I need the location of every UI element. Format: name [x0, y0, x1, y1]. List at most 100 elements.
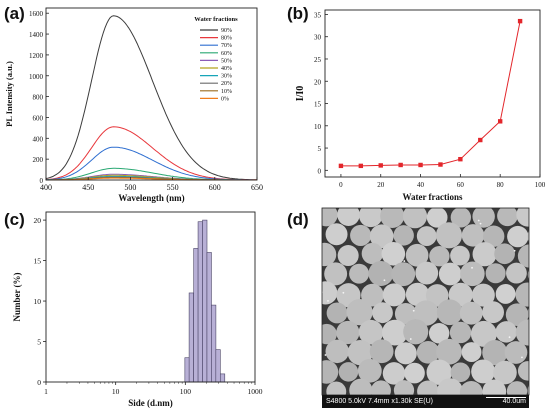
x-tick-label: 80 [497, 181, 505, 189]
size-distribution-chart: 1 10 100 1000 0 5 10 15 20 Side (d.nm) Number (%) [12, 211, 263, 408]
histogram-bar-8 [219, 373, 226, 383]
x-tick-label: 500 [124, 183, 136, 192]
sem-particle [322, 281, 338, 305]
sem-particle [358, 319, 384, 345]
panel-c-size-distribution: 1 10 100 1000 0 5 10 15 20 Side (d.nm) Number (%) … [0, 206, 275, 413]
sem-particle [347, 339, 373, 366]
data-point-6 [458, 156, 463, 162]
sem-particle [325, 223, 348, 246]
x-axis-label: Side (d.nm) [128, 398, 173, 408]
sem-particle [350, 224, 372, 246]
panel-a-pl-spectra: 400 450 500 550 600 650 0 200 400 600 800 1000 1200 1… [0, 0, 275, 206]
histogram-bar-0 [184, 357, 190, 383]
sem-particle [369, 339, 394, 364]
y-tick-label: 30 [314, 34, 322, 42]
sem-particle [436, 338, 462, 365]
sem-particle [382, 362, 406, 385]
sem-particle [336, 320, 360, 345]
sem-particle [361, 283, 384, 307]
sem-speck [513, 249, 516, 252]
sem-particle [416, 340, 440, 364]
x-tick-label: 40 [417, 181, 425, 189]
y-tick-label: 20 [34, 216, 42, 225]
sem-particle [425, 284, 449, 307]
sem-particle [413, 300, 439, 326]
y-tick-label: 600 [33, 114, 44, 122]
y-tick-label: 25 [314, 56, 322, 64]
sem-particle [368, 260, 394, 287]
sem-particle [504, 341, 528, 364]
x-tick-label: 20 [377, 181, 385, 189]
sem-particle [337, 245, 359, 267]
x-tick-label: 100 [535, 181, 546, 189]
x-tick-label: 600 [209, 183, 221, 192]
sem-particle [349, 263, 370, 284]
sem-particle [394, 302, 417, 325]
sem-particle [435, 222, 463, 249]
sem-speck [409, 338, 412, 340]
sem-particle [471, 359, 496, 384]
sem-particle [450, 362, 471, 383]
y-tick-label: 1200 [29, 52, 44, 60]
sem-particle [516, 208, 529, 227]
sem-particle [415, 261, 439, 285]
sem-particle [357, 358, 382, 383]
y-axis-label: PL Intensity (a.u.) [4, 61, 14, 127]
sem-particle [326, 381, 347, 395]
panel-label-d: (d) [287, 210, 309, 229]
x-axis-label: Wavelength (nm) [118, 193, 184, 203]
sem-particle [495, 283, 516, 304]
x-tick-label: 100 [180, 387, 192, 396]
legend-label: 90% [221, 28, 232, 34]
sem-particle [393, 225, 414, 246]
sem-speck [471, 266, 473, 269]
sem-particle [324, 262, 348, 286]
sem-particle [372, 302, 393, 324]
sem-particle [450, 245, 470, 266]
sem-particle [428, 323, 450, 344]
sem-caption-right: 40.0um [502, 398, 526, 405]
sem-particle [438, 262, 462, 286]
sem-particle [416, 226, 437, 246]
y-axis-label: I/I0 [295, 86, 306, 102]
sem-particle [322, 360, 339, 384]
sem-particle [472, 242, 497, 267]
y-axis-label: Number (%) [12, 272, 22, 321]
sem-particle [322, 242, 337, 267]
sem-particle [405, 243, 429, 267]
sem-speck [403, 260, 406, 262]
panel-d-sem-image: (d) S4800 5.0kV 7.4mm x1.30k SE(U) 40.0u… [275, 206, 550, 413]
y-tick-label: 1400 [29, 31, 44, 39]
sem-particle [326, 302, 348, 324]
sem-particle [449, 321, 472, 344]
x-tick-label: 550 [167, 183, 179, 192]
sem-particle [493, 360, 517, 385]
data-point-5 [438, 162, 443, 167]
y-tick-label: 35 [314, 11, 322, 19]
data-point-4 [418, 162, 423, 168]
y-tick-label: 1600 [29, 10, 44, 18]
panel-label-c: (c) [4, 210, 25, 229]
sem-speck [327, 300, 329, 302]
histogram-bar-3 [197, 221, 203, 383]
sem-particle [485, 263, 506, 284]
panel-label-a: (a) [4, 4, 25, 23]
sem-particle [517, 361, 529, 381]
sem-particle [403, 319, 429, 345]
sem-particle [338, 362, 359, 382]
sem-particle [325, 339, 349, 364]
sem-particle [381, 241, 406, 266]
sem-caption-left: S4800 5.0kV 7.4mm x1.30k SE(U) [326, 398, 433, 405]
ratio-line [340, 21, 521, 167]
sem-speck [324, 354, 327, 356]
sem-speck [477, 219, 480, 222]
legend-label: 80% [221, 36, 232, 42]
data-point-8 [497, 119, 503, 124]
y-tick-label: 0 [40, 177, 44, 185]
sem-speck [521, 356, 523, 359]
sem-particle [404, 362, 425, 384]
sem-particle [450, 208, 472, 228]
sem-particle [482, 301, 504, 324]
sem-particle [391, 262, 416, 287]
sem-info-bar: S4800 5.0kV 7.4mm x1.30k SE(U) 40.0um [322, 395, 529, 408]
